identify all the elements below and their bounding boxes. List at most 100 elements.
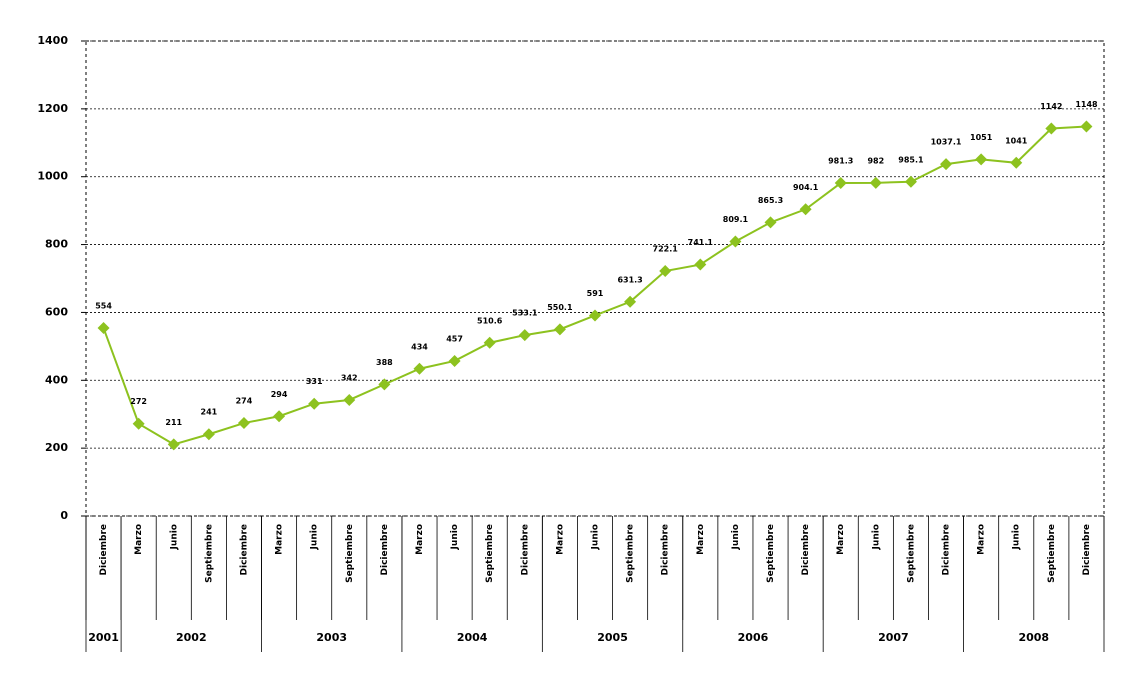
data-point bbox=[975, 153, 988, 166]
x-tick-label: Marzo bbox=[977, 524, 987, 555]
data-point bbox=[589, 309, 601, 322]
data-label: 434 bbox=[411, 342, 428, 351]
data-point bbox=[202, 428, 215, 441]
data-point bbox=[694, 258, 707, 271]
data-point bbox=[1010, 156, 1023, 169]
x-tick-label: Septiembre bbox=[485, 524, 495, 583]
data-point bbox=[448, 354, 461, 367]
data-label: 741.1 bbox=[688, 238, 714, 247]
data-label: 331 bbox=[306, 377, 323, 386]
data-label: 241 bbox=[201, 408, 218, 417]
data-label: 982 bbox=[867, 156, 884, 165]
year-label: 2003 bbox=[316, 631, 347, 644]
data-label: 1142 bbox=[1040, 102, 1062, 111]
y-tick-label: 800 bbox=[45, 238, 68, 251]
year-label: 2007 bbox=[878, 631, 909, 644]
data-label: 631.3 bbox=[617, 275, 642, 284]
x-tick-label: Diciembre bbox=[1082, 524, 1092, 575]
data-point bbox=[132, 417, 145, 430]
year-label: 2006 bbox=[738, 631, 769, 644]
y-tick-label: 1200 bbox=[37, 102, 68, 115]
data-label: 985.1 bbox=[898, 155, 924, 164]
data-point bbox=[869, 176, 882, 189]
data-point bbox=[343, 393, 356, 406]
data-label: 533.1 bbox=[512, 309, 538, 318]
data-label: 554 bbox=[95, 302, 112, 311]
data-label: 865.3 bbox=[758, 196, 783, 205]
data-label: 722.1 bbox=[653, 245, 679, 254]
data-point bbox=[308, 397, 321, 410]
data-label: 1041 bbox=[1005, 136, 1028, 145]
y-tick-label: 600 bbox=[45, 305, 68, 318]
data-label: 457 bbox=[446, 334, 463, 343]
data-point bbox=[378, 378, 391, 391]
x-tick-label: Diciembre bbox=[239, 524, 249, 575]
data-point bbox=[659, 265, 672, 278]
x-tick-label: Marzo bbox=[836, 524, 846, 555]
x-tick-label: Diciembre bbox=[942, 524, 952, 575]
data-point bbox=[273, 410, 286, 423]
x-tick-label: Septiembre bbox=[1047, 524, 1057, 583]
data-label: 272 bbox=[130, 397, 147, 406]
data-label: 211 bbox=[165, 418, 182, 427]
data-label: 904.1 bbox=[793, 183, 819, 192]
y-tick-label: 200 bbox=[45, 441, 68, 454]
data-label: 591 bbox=[587, 289, 604, 298]
data-point bbox=[904, 175, 917, 188]
x-tick-label: Junio bbox=[169, 524, 179, 550]
x-tick-label: Marzo bbox=[696, 524, 706, 555]
data-point bbox=[624, 295, 637, 308]
year-label: 2005 bbox=[597, 631, 628, 644]
y-tick-label: 400 bbox=[45, 373, 68, 386]
x-tick-label: Diciembre bbox=[380, 524, 390, 575]
x-tick-label: Septiembre bbox=[345, 524, 355, 583]
data-label: 1051 bbox=[970, 133, 993, 142]
data-point bbox=[834, 177, 847, 190]
x-tick-label: Diciembre bbox=[99, 524, 109, 575]
x-tick-label: Junio bbox=[591, 524, 601, 550]
data-label: 342 bbox=[341, 373, 358, 382]
x-tick-label: Diciembre bbox=[801, 524, 811, 575]
data-point bbox=[167, 438, 180, 451]
x-tick-label: Marzo bbox=[555, 524, 565, 555]
year-label: 2004 bbox=[457, 631, 488, 644]
data-point bbox=[940, 158, 953, 171]
plot-border bbox=[85, 40, 1105, 517]
data-point bbox=[729, 235, 742, 248]
x-tick-label: Septiembre bbox=[906, 524, 916, 583]
data-point bbox=[483, 336, 496, 349]
data-point bbox=[1080, 120, 1093, 133]
data-point bbox=[553, 323, 566, 336]
x-tick-label: Septiembre bbox=[204, 524, 214, 583]
data-label: 274 bbox=[236, 397, 253, 406]
x-tick-label: Marzo bbox=[134, 524, 144, 555]
x-tick-label: Junio bbox=[871, 524, 881, 550]
data-label: 294 bbox=[271, 390, 288, 399]
data-label: 809.1 bbox=[723, 215, 749, 224]
data-label: 510.6 bbox=[477, 316, 503, 325]
x-tick-label: Junio bbox=[1012, 524, 1022, 550]
data-point bbox=[237, 417, 250, 430]
data-point bbox=[97, 322, 110, 335]
y-tick-label: 0 bbox=[60, 509, 68, 522]
data-point bbox=[518, 329, 531, 342]
x-tick-label: Marzo bbox=[415, 524, 425, 555]
data-label: 1037.1 bbox=[931, 138, 962, 147]
data-label: 1148 bbox=[1075, 100, 1098, 109]
data-point bbox=[1045, 122, 1058, 135]
year-label: 2008 bbox=[1018, 631, 1049, 644]
x-tick-label: Junio bbox=[310, 524, 320, 550]
data-point bbox=[413, 362, 426, 375]
year-label: 2002 bbox=[176, 631, 207, 644]
y-tick-label: 1400 bbox=[37, 34, 68, 47]
year-label: 2001 bbox=[88, 631, 119, 644]
x-tick-label: Diciembre bbox=[520, 524, 530, 575]
x-tick-label: Junio bbox=[450, 524, 460, 550]
data-label: 981.3 bbox=[828, 157, 853, 166]
x-tick-label: Septiembre bbox=[626, 524, 636, 583]
data-point bbox=[764, 216, 777, 229]
data-point bbox=[799, 203, 812, 216]
x-tick-label: Marzo bbox=[275, 524, 285, 555]
y-tick-label: 1000 bbox=[37, 170, 68, 183]
